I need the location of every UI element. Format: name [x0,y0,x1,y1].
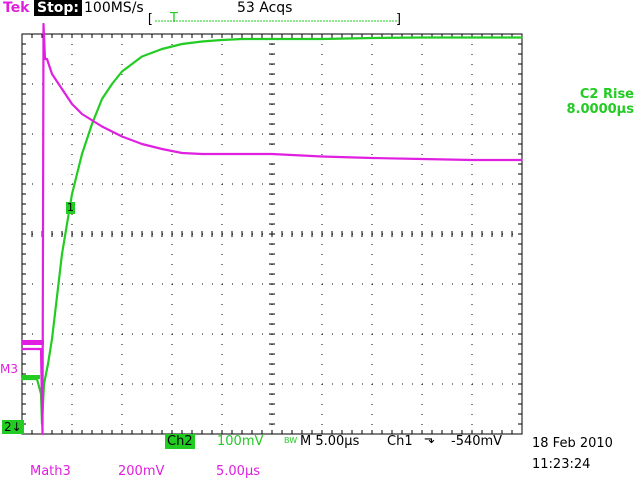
waveform-ch2 [22,36,522,426]
waveform-math3-point [46,58,48,60]
bandwidth-limit-icon: BW [284,436,298,445]
waveform-math3-point [471,159,473,161]
waveform-math3-point [421,158,423,160]
math3-scale: 200mV [118,464,165,479]
acquisition-state: Stop: [34,0,83,16]
waveform-math3-point [161,148,163,150]
trigger-t-marker: T [170,11,178,26]
waveform-math3-point [521,159,523,161]
math3-marker-bar [22,340,44,345]
waveform-math3-point [61,88,63,90]
graticule-grid [21,33,523,435]
waveform-ch2-point [271,38,273,40]
math3-timebase: 5.00µs [216,464,260,479]
ch2-marker: 2↓ [2,420,24,434]
waveform-ch2-point [181,43,183,45]
timebase: M 5.00µs [300,434,360,449]
measurement-value: 8.0000µs [566,102,634,117]
waveform-math3-point [321,155,323,158]
brand-label: Tek [3,0,30,16]
waveform-ch2-point [141,55,143,58]
ch2-label: Ch2 [165,434,195,449]
waveform-math3-point [81,113,83,115]
waveform-ch2-point [47,363,49,365]
waveform-math3-point [271,153,273,155]
time-readout: 11:23:24 [532,457,591,472]
waveform-math3-point [121,135,123,138]
trigger-bracket-right: ] [395,12,403,27]
waveform-ch2-point [321,38,323,40]
measurement-label: C2 Rise [579,87,634,102]
waveform-ch2-point [71,193,73,195]
waveform-ch2-point [471,36,473,39]
waveform-math3-point [51,73,53,75]
waveform-ch2-point [521,36,523,39]
waveform-ch2-point [61,253,63,255]
waveform-math3-point [40,348,42,350]
waveform-plot [21,22,523,436]
waveform-math3-point [141,143,143,145]
ch2-level-marker-bar [22,375,40,379]
waveform-math3-point [101,125,103,128]
waveform-ch2-point [91,123,93,125]
acquisition-count: 53 Acqs [237,0,293,16]
waveform-math3-point [371,157,373,159]
waveform-math3-point [201,153,203,155]
waveform-math3 [22,22,522,436]
trigger-source: Ch1 [387,434,413,449]
waveform-ch2-point [81,153,83,155]
waveform-ch2-point [371,37,373,39]
ch1-trigger-marker: 1 [66,201,75,214]
waveform-math3-point [181,152,183,154]
waveform-ch2-point [241,38,243,40]
date-readout: 18 Feb 2010 [532,436,613,451]
waveform-math3-point [21,348,23,350]
waveform-ch2-point [101,98,103,100]
waveform-ch2-point [111,83,113,85]
waveform-math3-point [44,58,46,60]
trigger-bracket-left: [ [146,12,154,27]
waveform-math3-point [42,23,45,25]
waveform-ch2-point [201,40,203,43]
waveform-math3-point [71,103,73,105]
waveform-ch2-point [51,338,53,340]
waveform-math3-point [41,433,44,435]
waveform-ch2-point [421,36,423,39]
waveform-ch2-point [121,70,123,73]
ch2-scale: 100mV [217,434,264,449]
trigger-level: -540mV [451,434,503,449]
math3-label: Math3 [30,464,71,479]
trigger-slope-icon: ⬎ [424,432,435,447]
math3-marker: M3 [0,362,18,376]
waveform-math3-point [221,153,223,155]
measurement-readout: C2 Rise 8.0000µs [524,87,634,117]
waveform-ch2-point [161,48,163,50]
waveform-ch2-point [221,39,223,41]
sample-rate: 100MS/s [84,0,144,16]
